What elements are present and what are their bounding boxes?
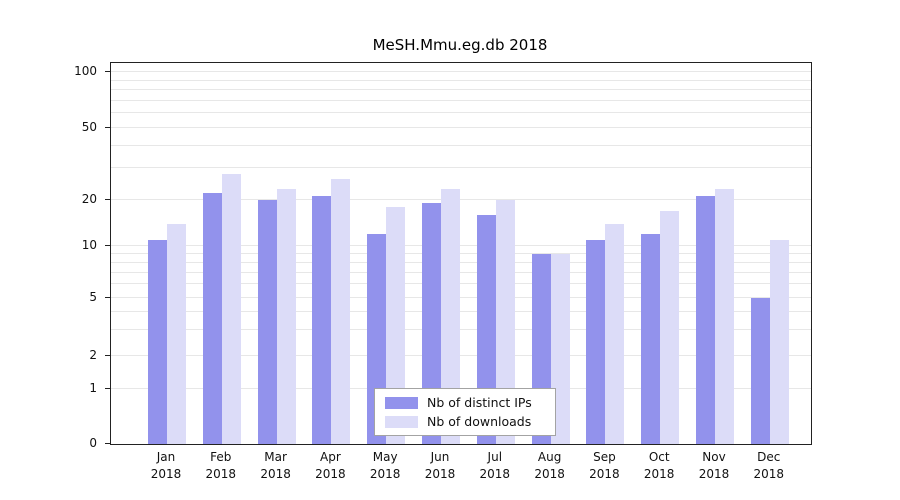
grid-line [111,79,811,81]
grid-line [111,297,811,298]
legend-label-downloads: Nb of downloads [427,414,532,429]
bar-downloads-mar [276,189,296,444]
bar-distinct-ips-jan [148,239,167,444]
bar-downloads-jul [495,200,515,444]
y-tick-label: 2 [89,348,97,362]
x-tick-label: May 2018 [369,450,401,481]
grid-line [111,355,811,356]
legend-label-distinct-ips: Nb of distinct IPs [427,395,532,410]
plot-area [110,62,812,445]
grid-line [111,245,811,246]
bar-distinct-ips-sep [586,239,606,444]
x-tick-label: Jun 2018 [424,450,456,481]
x-tick-label: Nov 2018 [698,450,730,481]
grid-line [111,167,811,169]
bar-downloads-jun [441,189,460,444]
grid-line [111,89,811,90]
legend-swatch-downloads [385,415,418,428]
bar-downloads-jan [167,223,186,444]
x-tick-label: Sep 2018 [589,450,620,481]
x-tick-label: Dec 2018 [753,450,785,481]
bar-distinct-ips-oct [641,233,661,444]
y-tick-label: 1 [89,381,97,395]
legend-swatch-distinct-ips [385,396,418,409]
grid-line [111,261,811,263]
legend-row-downloads: Nb of downloads [385,414,555,429]
x-tick-label: Mar 2018 [260,450,291,481]
bar-downloads-oct [660,210,680,444]
bar-distinct-ips-apr [312,196,332,444]
x-tick-label: Oct 2018 [643,450,675,481]
grid-line [111,252,811,254]
bar-downloads-may [386,207,406,444]
grid-line [111,311,811,313]
grid-line [111,112,811,114]
chart-title: MeSH.Mmu.eg.db 2018 [372,36,548,54]
y-tick-label: 50 [81,120,97,134]
y-tick-label: 5 [89,290,97,304]
grid-line [111,144,811,146]
bar-distinct-ips-jul [476,214,496,444]
bar-distinct-ips-feb [202,192,222,444]
legend-row-distinct-ips: Nb of distinct IPs [385,395,555,410]
y-tick-label: 0 [89,436,97,450]
bar-distinct-ips-mar [257,200,277,444]
bar-distinct-ips-dec [750,298,770,444]
x-tick-label: Aug 2018 [534,450,565,481]
grid-line [111,127,811,128]
grid-line [111,329,811,331]
grid-line [111,71,811,72]
grid-line [111,99,811,101]
y-tick-label: 10 [81,238,97,252]
bar-distinct-ips-jun [422,203,441,444]
bar-downloads-sep [605,223,625,444]
x-tick-label: Jan 2018 [150,450,182,481]
bar-downloads-dec [769,239,789,444]
bar-downloads-feb [221,173,241,444]
y-tick-label: 20 [81,192,97,206]
legend: Nb of distinct IPs Nb of downloads [374,388,556,436]
x-tick-label: Feb 2018 [205,450,237,481]
bar-downloads-nov [715,189,734,444]
bar-downloads-apr [331,179,351,444]
grid-line [111,271,811,273]
x-tick-label: Apr 2018 [315,450,346,481]
bar-distinct-ips-nov [696,196,715,444]
grid-line [111,199,811,200]
y-tick-label: 100 [74,64,97,78]
x-tick-label: Jul 2018 [479,450,511,481]
grid-line [111,283,811,285]
